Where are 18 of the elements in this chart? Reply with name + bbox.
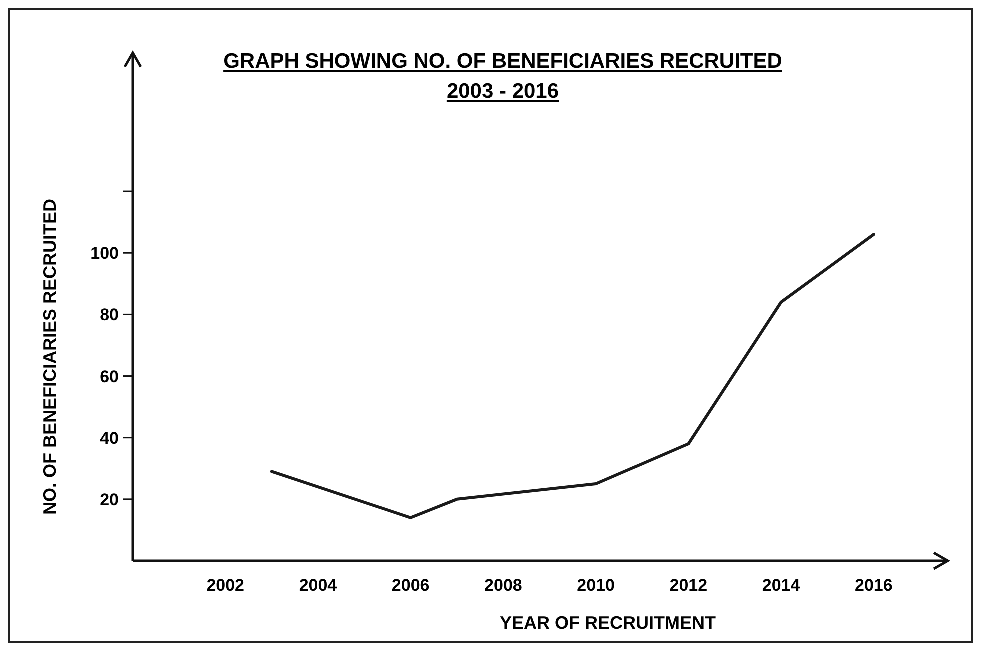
x-tick-label: 2010 <box>577 576 615 595</box>
y-tick-label: 60 <box>100 367 119 386</box>
y-tick-label: 100 <box>90 244 119 264</box>
x-tick-label: 2014 <box>762 576 801 595</box>
text: 2003 - 2016 <box>446 80 560 103</box>
y-tick-label: 80 <box>100 306 119 325</box>
x-tick-label: 2016 <box>854 576 893 595</box>
x-tick-label: 2008 <box>484 576 522 595</box>
line-series <box>270 233 876 520</box>
y-tick-label: 40 <box>100 428 119 448</box>
x-axis-title: YEAR OF RECRUITMENT <box>500 613 716 633</box>
x-tick-label: 2012 <box>670 576 708 595</box>
x-tick-label: 2006 <box>392 576 430 595</box>
chart-title: GRAPH SHOWING NO. OF BENEFICIARIES RECRUITED <box>224 50 782 73</box>
x-tick-label: 2004 <box>299 576 338 595</box>
y-axis-title: NO. OF BENEFICIARIES RECRUITED <box>40 198 60 516</box>
y-tick-label: 20 <box>100 490 119 510</box>
x-tick-label: 2002 <box>206 576 245 595</box>
